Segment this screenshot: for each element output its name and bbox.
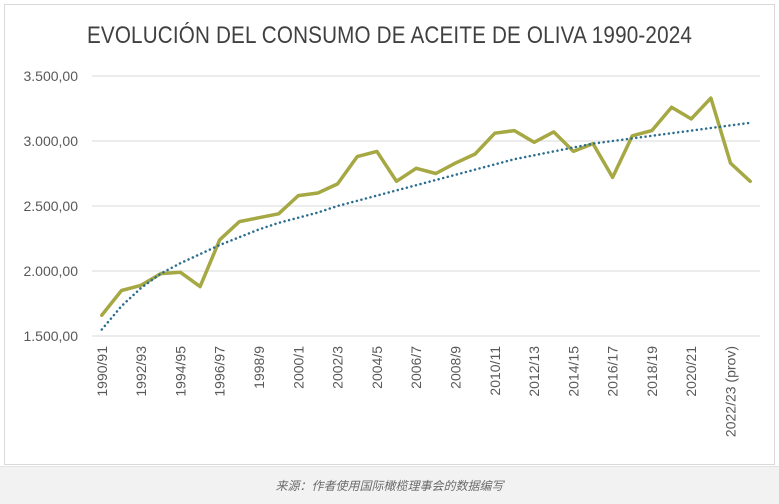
- x-tick-label: 1998/9: [251, 346, 267, 389]
- x-tick-label: 1992/93: [133, 346, 149, 397]
- y-tick-label: 2.000,00: [24, 263, 79, 279]
- x-tick-label: 2010/11: [487, 346, 503, 396]
- chart-title: EVOLUCIÓN DEL CONSUMO DE ACEITE DE OLIVA…: [86, 22, 693, 49]
- x-tick-label: 2002/3: [330, 346, 346, 389]
- x-tick-label: 1994/95: [172, 346, 188, 397]
- x-tick-label: 2000/1: [290, 346, 306, 389]
- y-tick-label: 3.500,00: [24, 68, 79, 84]
- source-note: 来源：作者使用国际橄榄理事会的数据编写: [275, 479, 504, 493]
- trendline-series: [100, 121, 752, 331]
- chart-card: [4, 4, 775, 465]
- y-tick-label: 2.500,00: [24, 198, 79, 214]
- x-tick-label: 2008/9: [447, 346, 463, 389]
- x-tick-label: 2020/21: [683, 346, 699, 397]
- x-tick-label: 2022/23 (prov): [723, 346, 739, 437]
- x-tick-label: 2016/17: [605, 346, 621, 397]
- y-tick-label: 1.500,00: [24, 328, 79, 344]
- line-chart: 1.500,00 2.000,00 2.500,00 3.000,00 3.500,00…: [24, 68, 760, 437]
- consumption-series-line: [100, 96, 752, 317]
- footer-bar: 来源：作者使用国际橄榄理事会的数据编写: [0, 466, 779, 504]
- x-tick-label: 2004/5: [369, 346, 385, 389]
- x-tick-label: 2012/13: [526, 346, 542, 397]
- x-tick-label: 2006/7: [408, 346, 424, 389]
- x-tick-label: 1996/97: [212, 346, 228, 397]
- x-tick-label: 2014/15: [565, 346, 581, 397]
- y-tick-label: 3.000,00: [24, 133, 79, 149]
- x-tick-label: 1990/91: [94, 346, 110, 397]
- x-tick-label: 2018/19: [644, 346, 660, 397]
